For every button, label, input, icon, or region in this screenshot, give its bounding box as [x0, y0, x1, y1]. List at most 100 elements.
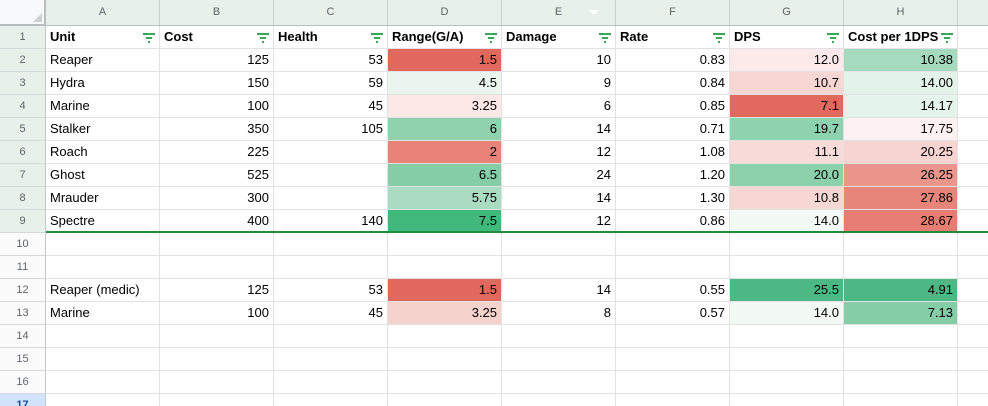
cell-E16[interactable]	[502, 371, 616, 394]
cell-F7[interactable]: 1.20	[616, 164, 730, 187]
cell-C16[interactable]	[274, 371, 388, 394]
filter-icon[interactable]	[371, 32, 383, 43]
cell-D4[interactable]: 3.25	[388, 95, 502, 118]
cell-C15[interactable]	[274, 348, 388, 371]
cell-G5[interactable]: 19.7	[730, 118, 844, 141]
cell-F13[interactable]: 0.57	[616, 302, 730, 325]
row-header-15[interactable]: 15	[0, 348, 46, 371]
cell-E1[interactable]: Damage	[502, 26, 616, 49]
cell-filler-6[interactable]	[958, 141, 988, 164]
cell-G2[interactable]: 12.0	[730, 49, 844, 72]
filter-icon[interactable]	[143, 32, 155, 43]
cell-G6[interactable]: 11.1	[730, 141, 844, 164]
cell-C3[interactable]: 59	[274, 72, 388, 95]
column-header-A[interactable]: A	[46, 0, 160, 25]
row-header-10[interactable]: 10	[0, 233, 46, 256]
cell-C2[interactable]: 53	[274, 49, 388, 72]
cell-F10[interactable]	[616, 233, 730, 256]
row-header-9[interactable]: 9	[0, 210, 46, 233]
cell-E11[interactable]	[502, 256, 616, 279]
cell-B6[interactable]: 225	[160, 141, 274, 164]
cell-filler-13[interactable]	[958, 302, 988, 325]
cell-B8[interactable]: 300	[160, 187, 274, 210]
row-header-8[interactable]: 8	[0, 187, 46, 210]
cell-E13[interactable]: 8	[502, 302, 616, 325]
cell-F3[interactable]: 0.84	[616, 72, 730, 95]
cell-filler-8[interactable]	[958, 187, 988, 210]
cell-D15[interactable]	[388, 348, 502, 371]
cell-D12[interactable]: 1.5	[388, 279, 502, 302]
cell-B10[interactable]	[160, 233, 274, 256]
filter-icon[interactable]	[941, 32, 953, 43]
cell-A7[interactable]: Ghost	[46, 164, 160, 187]
cell-B3[interactable]: 150	[160, 72, 274, 95]
cell-H13[interactable]: 7.13	[844, 302, 958, 325]
cell-D16[interactable]	[388, 371, 502, 394]
row-header-12[interactable]: 12	[0, 279, 46, 302]
cell-G7[interactable]: 20.0	[730, 164, 844, 187]
cell-H9[interactable]: 28.67	[844, 210, 958, 233]
filter-icon[interactable]	[485, 32, 497, 43]
row-header-17[interactable]: 17	[0, 394, 46, 406]
cell-C8[interactable]	[274, 187, 388, 210]
row-header-13[interactable]: 13	[0, 302, 46, 325]
cell-G9[interactable]: 14.0	[730, 210, 844, 233]
row-header-11[interactable]: 11	[0, 256, 46, 279]
cell-E6[interactable]: 12	[502, 141, 616, 164]
cell-D11[interactable]	[388, 256, 502, 279]
cell-F4[interactable]: 0.85	[616, 95, 730, 118]
cell-E8[interactable]: 14	[502, 187, 616, 210]
cell-C1[interactable]: Health	[274, 26, 388, 49]
cell-B4[interactable]: 100	[160, 95, 274, 118]
cell-H5[interactable]: 17.75	[844, 118, 958, 141]
row-header-6[interactable]: 6	[0, 141, 46, 164]
cell-A4[interactable]: Marine	[46, 95, 160, 118]
cell-C10[interactable]	[274, 233, 388, 256]
cell-A10[interactable]	[46, 233, 160, 256]
cell-H12[interactable]: 4.91	[844, 279, 958, 302]
cell-E7[interactable]: 24	[502, 164, 616, 187]
cell-A9[interactable]: Spectre	[46, 210, 160, 233]
cell-F2[interactable]: 0.83	[616, 49, 730, 72]
row-header-5[interactable]: 5	[0, 118, 46, 141]
cell-G4[interactable]: 7.1	[730, 95, 844, 118]
column-header-B[interactable]: B	[160, 0, 274, 25]
cell-B11[interactable]	[160, 256, 274, 279]
cell-F1[interactable]: Rate	[616, 26, 730, 49]
cell-G13[interactable]: 14.0	[730, 302, 844, 325]
cell-H3[interactable]: 14.00	[844, 72, 958, 95]
cell-filler-5[interactable]	[958, 118, 988, 141]
cell-B17[interactable]	[160, 394, 274, 406]
row-header-7[interactable]: 7	[0, 164, 46, 187]
cell-B1[interactable]: Cost	[160, 26, 274, 49]
cell-filler-3[interactable]	[958, 72, 988, 95]
cell-H10[interactable]	[844, 233, 958, 256]
row-header-14[interactable]: 14	[0, 325, 46, 348]
cell-D8[interactable]: 5.75	[388, 187, 502, 210]
cell-A15[interactable]	[46, 348, 160, 371]
cell-B16[interactable]	[160, 371, 274, 394]
cell-H11[interactable]	[844, 256, 958, 279]
row-header-4[interactable]: 4	[0, 95, 46, 118]
cell-filler-14[interactable]	[958, 325, 988, 348]
cell-B5[interactable]: 350	[160, 118, 274, 141]
cell-F9[interactable]: 0.86	[616, 210, 730, 233]
cell-F11[interactable]	[616, 256, 730, 279]
cell-H4[interactable]: 14.17	[844, 95, 958, 118]
cell-D14[interactable]	[388, 325, 502, 348]
cell-filler-4[interactable]	[958, 95, 988, 118]
cell-H14[interactable]	[844, 325, 958, 348]
cell-C4[interactable]: 45	[274, 95, 388, 118]
column-header-E[interactable]: E	[502, 0, 616, 25]
cell-C9[interactable]: 140	[274, 210, 388, 233]
cell-B9[interactable]: 400	[160, 210, 274, 233]
cell-D5[interactable]: 6	[388, 118, 502, 141]
cell-E12[interactable]: 14	[502, 279, 616, 302]
cell-E2[interactable]: 10	[502, 49, 616, 72]
row-header-2[interactable]: 2	[0, 49, 46, 72]
cell-filler-17[interactable]	[958, 394, 988, 406]
cell-filler-2[interactable]	[958, 49, 988, 72]
cell-A8[interactable]: Mrauder	[46, 187, 160, 210]
filter-icon[interactable]	[713, 32, 725, 43]
cell-filler-11[interactable]	[958, 256, 988, 279]
